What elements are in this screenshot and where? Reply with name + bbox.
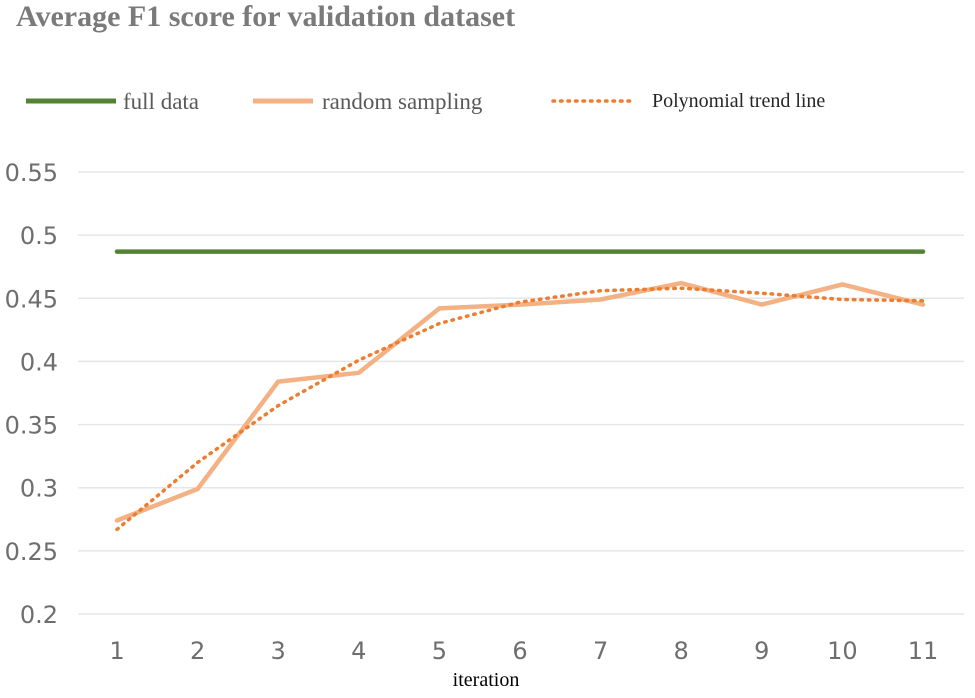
y-tick-label: 0.5 — [20, 222, 58, 250]
x-tick-label: 4 — [351, 637, 366, 665]
legend-item-full-data: full data — [26, 89, 199, 114]
x-tick-label: 7 — [593, 637, 608, 665]
x-tick-label: 5 — [432, 637, 447, 665]
series-line-random-sampling — [114, 280, 926, 523]
x-axis-tick-labels: 1 2 3 4 5 6 7 8 9 10 11 — [109, 637, 938, 665]
legend-label-polynomial-trend-line: Polynomial trend line — [652, 90, 825, 112]
plot-series — [114, 249, 926, 532]
legend-label-full-data: full data — [123, 89, 199, 114]
x-axis-label: iteration — [453, 669, 520, 691]
legend-item-polynomial-trend-line: Polynomial trend line — [551, 90, 825, 112]
y-tick-label: 0.3 — [20, 475, 58, 503]
y-tick-label: 0.25 — [5, 538, 58, 566]
y-tick-label: 0.2 — [20, 601, 58, 629]
y-tick-label: 0.55 — [5, 159, 58, 187]
legend-label-random-sampling: random sampling — [322, 89, 483, 114]
x-tick-label: 3 — [271, 637, 286, 665]
legend: full data random sampling Polynomial tre… — [26, 89, 825, 114]
series-line-polynomial-trend-line — [115, 286, 925, 532]
legend-item-random-sampling: random sampling — [253, 89, 483, 114]
x-tick-label: 10 — [827, 637, 858, 665]
x-tick-label: 11 — [908, 637, 939, 665]
x-tick-label: 6 — [512, 637, 527, 665]
x-tick-label: 1 — [109, 637, 124, 665]
y-tick-label: 0.35 — [5, 412, 58, 440]
y-axis-tick-labels: 0.2 0.25 0.3 0.35 0.4 0.45 0.5 0.55 — [5, 159, 58, 629]
chart-title: Average F1 score for validation dataset — [16, 0, 515, 33]
y-tick-label: 0.4 — [20, 348, 58, 376]
x-tick-label: 8 — [674, 637, 689, 665]
y-tick-label: 0.45 — [5, 285, 58, 313]
x-tick-label: 2 — [190, 637, 205, 665]
gridlines — [78, 171, 964, 615]
x-tick-label: 9 — [754, 637, 769, 665]
